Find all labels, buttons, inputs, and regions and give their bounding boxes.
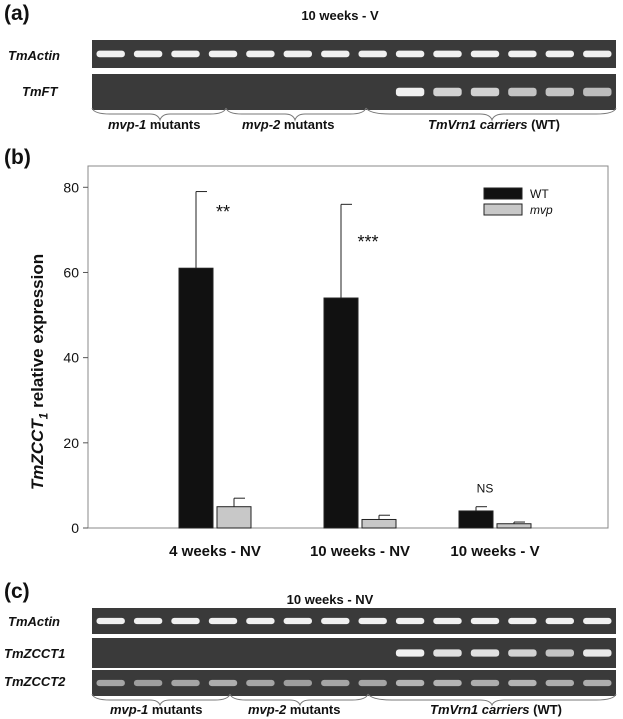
gel-a-group-mvp2: mvp-2 mutants: [242, 117, 335, 132]
gel-c-row2-band: [133, 679, 163, 687]
x-category-label: 4 weeks - NV: [169, 543, 261, 560]
panel-c-title: 10 weeks - NV: [286, 592, 374, 607]
legend-label-mvp: mvp: [530, 203, 553, 217]
y-tick-label: 20: [63, 435, 79, 451]
gel-c-row1-band: [395, 649, 425, 657]
gel-c-row2-band: [395, 679, 425, 687]
gel-a-row0-band: [395, 50, 425, 58]
gel-c-row1-band: [508, 649, 537, 657]
gel-c-row2-band: [96, 679, 125, 687]
gel-a-row1-band: [470, 87, 500, 97]
gel-a-strip-actin: [92, 40, 616, 68]
gel-c-group-vrn1: TmVrn1 carriers (WT): [430, 702, 562, 717]
gel-c-row2-band: [358, 679, 387, 687]
gel-a-row-label-actin: TmActin: [8, 48, 60, 63]
gel-c-row-label-zcct2: TmZCCT2: [4, 674, 66, 689]
panel-a-title: 10 weeks - V: [301, 8, 379, 23]
gel-c-row2-band: [508, 679, 537, 687]
gel-c-row0-band: [133, 617, 163, 625]
gel-c-strip-zcct2: [92, 670, 616, 696]
gel-a-row0-band: [171, 50, 200, 58]
x-category-label: 10 weeks - NV: [310, 543, 410, 560]
gel-c-row2-band: [433, 679, 462, 687]
gel-c-row0-band: [171, 617, 200, 625]
legend-swatch-mvp: [483, 203, 523, 216]
y-tick-label: 0: [71, 520, 79, 536]
gel-a-row1-band: [545, 87, 574, 97]
gel-c-row2-band: [171, 679, 200, 687]
gel-c-row2-band: [545, 679, 574, 687]
gel-c-row0-band: [508, 617, 537, 625]
bar-chart: 0 20 40 60 80 ** 4 weeks - NV *** 10 weeks - NV N…: [63, 165, 609, 560]
panel-a-letter: (a): [4, 2, 30, 25]
gel-c-row1-band: [583, 649, 612, 657]
gel-c-row0-band: [470, 617, 500, 625]
gel-a-row0-band: [96, 50, 125, 58]
bar-WT-1: [323, 297, 359, 529]
gel-c-group-mvp1: mvp-1 mutants: [110, 702, 203, 717]
panel-c-letter: (c): [4, 580, 30, 603]
gel-c-row0-band: [545, 617, 574, 625]
gel-a-row0-band: [208, 50, 238, 58]
gel-c-row-label-zcct1: TmZCCT1: [4, 646, 66, 661]
gel-c-row0-band: [246, 617, 275, 625]
gel-c-row1-band: [545, 649, 574, 657]
gel-a-group-vrn1: TmVrn1 carriers (WT): [428, 117, 560, 132]
x-category-label: 10 weeks - V: [450, 543, 539, 560]
gel-c-row1-band: [470, 649, 500, 657]
gel-c-row2-band: [283, 679, 312, 687]
legend-swatch-WT: [483, 187, 523, 200]
gel-a-row-label-ft: TmFT: [22, 84, 58, 99]
gel-c-strip-zcct1: [92, 638, 616, 668]
gel-c-row2-band: [321, 679, 350, 687]
gel-c-row0-band: [433, 617, 462, 625]
gel-c-row1-band: [433, 649, 462, 657]
gel-c-row0-band: [321, 617, 350, 625]
gel-c-row0-band: [583, 617, 612, 625]
gel-c-row0-band: [208, 617, 238, 625]
gel-a-row0-band: [321, 50, 350, 58]
y-tick-label: 40: [63, 350, 79, 366]
gel-c-group-mvp2: mvp-2 mutants: [248, 702, 341, 717]
gel-c-row2-band: [208, 679, 238, 687]
gel-c-row-label-actin: TmActin: [8, 614, 60, 629]
y-tick-label: 80: [63, 179, 79, 195]
legend-label-WT: WT: [530, 187, 549, 201]
gel-a-row0-band: [246, 50, 275, 58]
gel-c-row2-band: [246, 679, 275, 687]
panel-b-letter: (b): [4, 146, 31, 169]
gel-a-row0-band: [283, 50, 312, 58]
gel-c-strip-actin: [92, 608, 616, 634]
gel-a-group-brackets: [91, 107, 617, 122]
gel-c-row2-band: [583, 679, 612, 687]
gel-a-row1-band: [508, 87, 537, 97]
bar-WT-0: [178, 267, 214, 529]
gel-c-row2-band: [470, 679, 500, 687]
gel-a-row0-band: [358, 50, 387, 58]
gel-c-row0-band: [395, 617, 425, 625]
gel-a-row0-band: [133, 50, 163, 58]
gel-c-row0-band: [358, 617, 387, 625]
significance-label: **: [216, 202, 230, 222]
significance-label: NS: [477, 482, 494, 496]
gel-a-row1-band: [395, 87, 425, 97]
gel-a-row0-band: [545, 50, 574, 58]
y-tick-label: 60: [63, 264, 79, 280]
gel-a-row0-band: [508, 50, 537, 58]
gel-a-strip-ft: [92, 74, 616, 110]
gel-a-row1-band: [583, 87, 612, 97]
gel-c-row0-band: [96, 617, 125, 625]
gel-a-row0-band: [433, 50, 462, 58]
gel-a-row0-band: [470, 50, 500, 58]
gel-a-group-mvp1: mvp-1 mutants: [108, 117, 201, 132]
gel-a-row0-band: [583, 50, 612, 58]
gel-a-row1-band: [433, 87, 462, 97]
gel-c-row0-band: [283, 617, 312, 625]
significance-label: ***: [357, 232, 378, 252]
